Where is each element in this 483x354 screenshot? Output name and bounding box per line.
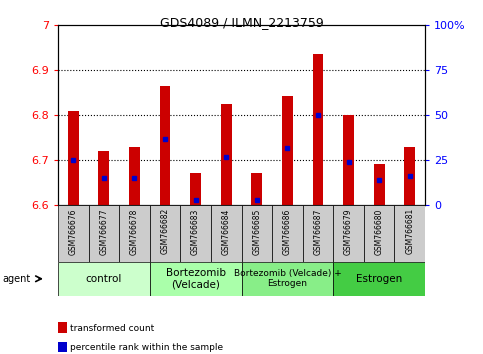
Bar [252, 173, 262, 205]
Bar [58, 322, 67, 333]
Text: GSM766677: GSM766677 [99, 208, 108, 255]
Text: percentile rank within the sample: percentile rank within the sample [70, 343, 223, 352]
Bar [343, 115, 354, 205]
Text: GSM766679: GSM766679 [344, 208, 353, 255]
Text: GSM766678: GSM766678 [130, 208, 139, 255]
Text: Bortezomib
(Velcade): Bortezomib (Velcade) [166, 268, 226, 290]
Bar [282, 96, 293, 205]
Bar [160, 86, 170, 205]
Text: transformed count: transformed count [70, 324, 154, 333]
Text: GSM766686: GSM766686 [283, 208, 292, 255]
Bar [58, 342, 67, 352]
Bar [242, 205, 272, 262]
Text: GSM766683: GSM766683 [191, 208, 200, 255]
Bar [129, 147, 140, 205]
Text: GSM766681: GSM766681 [405, 208, 414, 255]
Text: GSM766676: GSM766676 [69, 208, 78, 255]
Bar [150, 262, 242, 296]
Bar [58, 262, 150, 296]
Bar [190, 173, 201, 205]
Text: Estrogen: Estrogen [356, 274, 402, 284]
Bar [333, 205, 364, 262]
Bar [211, 205, 242, 262]
Bar [88, 205, 119, 262]
Text: GSM766687: GSM766687 [313, 208, 323, 255]
Bar [119, 205, 150, 262]
Text: GSM766684: GSM766684 [222, 208, 231, 255]
Text: control: control [85, 274, 122, 284]
Bar [313, 54, 323, 205]
Text: GSM766680: GSM766680 [375, 208, 384, 255]
Bar [242, 262, 333, 296]
Bar [221, 104, 231, 205]
Bar [180, 205, 211, 262]
Bar [395, 205, 425, 262]
Text: GSM766685: GSM766685 [252, 208, 261, 255]
Text: GSM766682: GSM766682 [160, 208, 170, 255]
Bar [272, 205, 303, 262]
Text: agent: agent [2, 274, 30, 284]
Bar [364, 205, 395, 262]
Bar [150, 205, 180, 262]
Bar [58, 205, 88, 262]
Bar [333, 262, 425, 296]
Bar [68, 110, 79, 205]
Text: Bortezomib (Velcade) +
Estrogen: Bortezomib (Velcade) + Estrogen [233, 269, 341, 289]
Bar [99, 151, 109, 205]
Bar [303, 205, 333, 262]
Bar [404, 147, 415, 205]
Text: GDS4089 / ILMN_2213759: GDS4089 / ILMN_2213759 [159, 16, 324, 29]
Bar [374, 164, 384, 205]
